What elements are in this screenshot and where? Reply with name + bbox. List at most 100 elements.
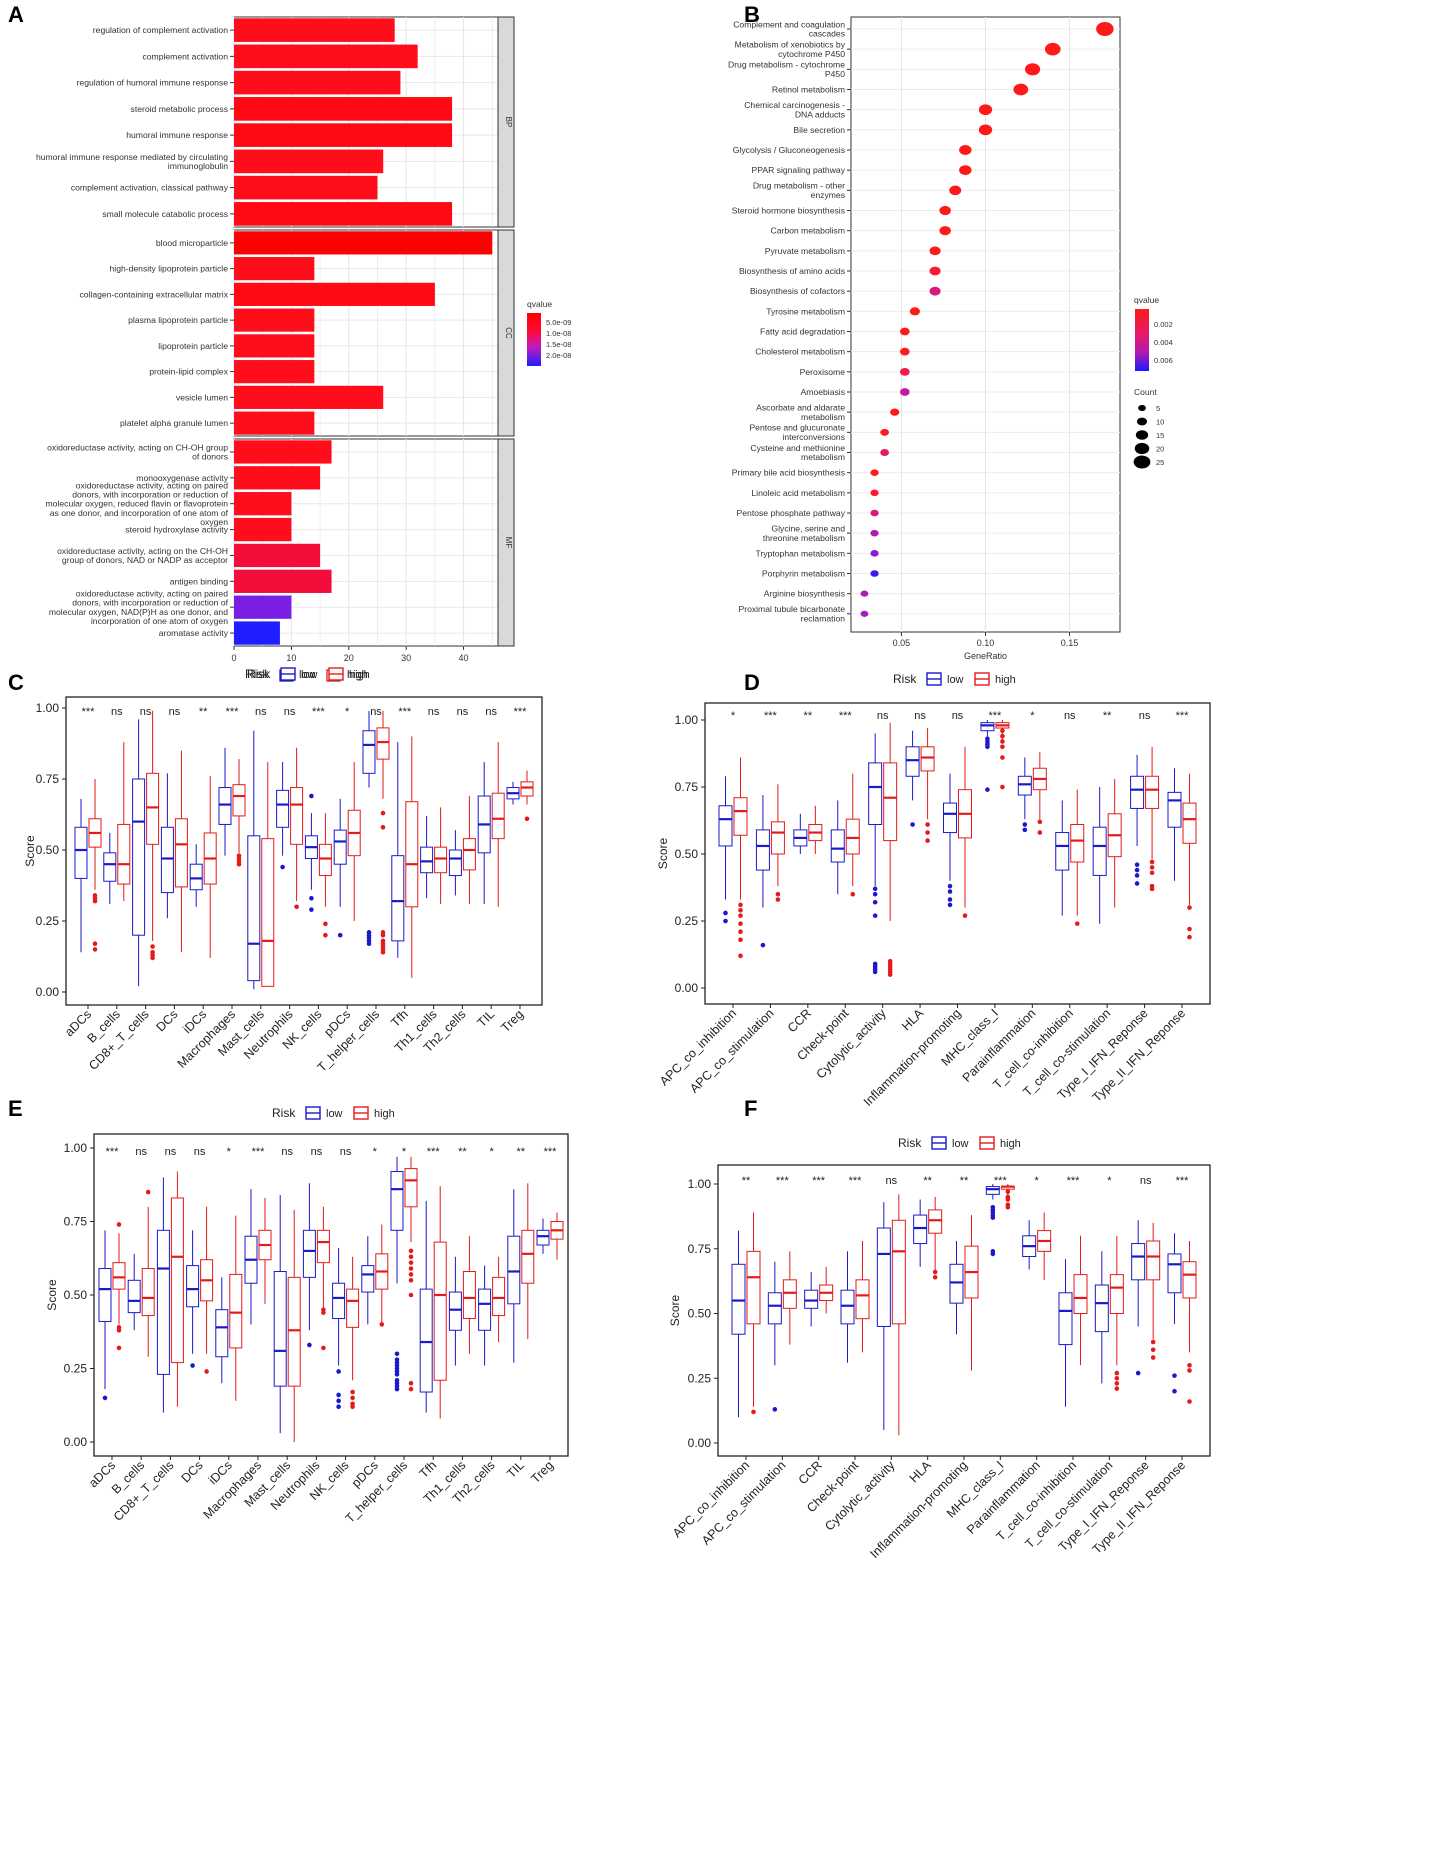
legend-tick-label: 1.0e-08 <box>546 329 571 338</box>
data-point <box>959 165 972 176</box>
legend-title: Risk <box>247 667 271 681</box>
box <box>103 852 117 882</box>
bar <box>234 70 401 95</box>
outlier-point <box>1149 859 1155 865</box>
significance-label: ns <box>165 1146 177 1158</box>
significance-label: *** <box>106 1146 120 1158</box>
box-low <box>448 1256 462 1366</box>
y-tick-label: Tyrosine metabolism <box>766 306 845 316</box>
significance-label: * <box>1107 1175 1112 1187</box>
box-low <box>985 1184 1000 1257</box>
box <box>419 1288 433 1393</box>
box-high <box>520 770 534 822</box>
y-tick-label: complement activation, classical pathway <box>71 183 229 193</box>
outlier-point <box>723 918 728 924</box>
outlier-point <box>1000 739 1005 744</box>
x-tick-label: TIL <box>475 1007 498 1030</box>
significance-label: *** <box>776 1175 790 1187</box>
outlier-point <box>380 824 386 830</box>
y-tick-label: oxidoreductase activity, acting on paire… <box>49 588 229 626</box>
y-tick-label: 0.50 <box>675 847 699 861</box>
box <box>98 1268 112 1322</box>
y-tick-label: vesicle lumen <box>176 392 228 402</box>
box-low <box>189 844 203 907</box>
box-high <box>88 779 102 952</box>
y-tick-label: 0.00 <box>36 985 60 999</box>
box-low <box>391 742 405 958</box>
box <box>276 789 290 828</box>
data-point <box>899 347 910 356</box>
significance-label: *** <box>812 1175 826 1187</box>
outlier-point <box>925 838 930 843</box>
box <box>1182 802 1197 844</box>
outlier-point <box>1037 830 1043 835</box>
x-axis-title: GeneRatio <box>964 651 1007 661</box>
box <box>247 835 261 982</box>
outlier-point <box>738 913 743 918</box>
plot-area <box>717 1164 1211 1457</box>
box-low <box>1167 1233 1182 1394</box>
outlier-point <box>408 1266 414 1271</box>
legend-tick-label: 0.004 <box>1154 338 1173 347</box>
box <box>462 838 476 871</box>
data-point <box>870 489 879 497</box>
box <box>491 792 505 840</box>
outlier-point <box>925 822 930 827</box>
y-tick-label: humoral immune response mediated by circ… <box>36 152 228 171</box>
outlier-point <box>380 810 386 816</box>
y-tick-label: antigen binding <box>170 576 229 586</box>
box <box>287 1276 301 1387</box>
legend-tick-label: 2.0e-08 <box>546 351 571 360</box>
outlier-point <box>1187 1368 1192 1373</box>
y-tick-label: 0.25 <box>688 1371 712 1385</box>
box <box>433 1241 447 1381</box>
data-point <box>899 388 910 396</box>
outlier-point <box>947 902 953 908</box>
outlier-point <box>872 886 878 892</box>
outlier-point <box>738 921 743 926</box>
outlier-point <box>751 1409 756 1415</box>
outlier-point <box>92 947 98 952</box>
significance-label: * <box>402 1146 407 1158</box>
y-tick-label: protein-lipid complex <box>149 367 229 377</box>
box-high <box>376 710 390 955</box>
box-high <box>347 761 361 921</box>
significance-label: *** <box>839 710 853 722</box>
bar <box>234 175 378 200</box>
box-low <box>1017 757 1032 833</box>
significance-label: * <box>373 1146 378 1158</box>
box-low <box>390 1156 404 1392</box>
box <box>448 1291 462 1331</box>
box-low <box>273 1195 287 1434</box>
box <box>507 1235 521 1305</box>
box <box>404 1168 418 1208</box>
bar <box>234 543 321 568</box>
box <box>186 1265 200 1308</box>
box-low <box>156 1177 170 1413</box>
panel-label-b: B <box>744 2 760 27</box>
box <box>1073 1274 1088 1315</box>
legend-label-low: low <box>299 669 316 681</box>
box-low <box>127 1253 141 1331</box>
y-tick-label: 0.00 <box>64 1435 88 1449</box>
data-point <box>1024 63 1041 76</box>
box-high <box>375 1224 389 1327</box>
outlier-point <box>92 941 98 947</box>
box-high <box>146 710 160 961</box>
y-tick-label: 1.00 <box>688 1177 712 1191</box>
y-tick-label: 0.25 <box>675 914 699 928</box>
bar <box>234 308 315 332</box>
box-high <box>1107 778 1122 908</box>
box-low <box>1130 754 1145 886</box>
significance-label: ** <box>960 1175 969 1187</box>
significance-label: ns <box>340 1146 352 1158</box>
x-tick-label: 0.10 <box>977 638 995 648</box>
box <box>980 722 995 732</box>
box <box>332 1282 346 1320</box>
data-point <box>860 590 869 597</box>
significance-label: ** <box>742 1175 751 1187</box>
x-tick-label: Treg <box>498 1007 526 1035</box>
significance-label: ** <box>517 1146 526 1158</box>
box <box>462 1270 476 1320</box>
data-point <box>1096 22 1114 36</box>
